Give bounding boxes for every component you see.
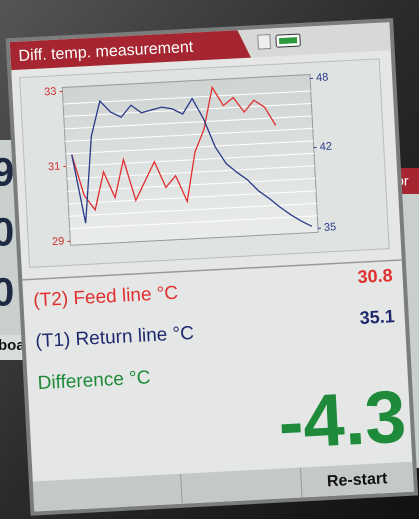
series-line [71,85,277,212]
panel-digit: 0 [0,211,14,255]
reading-value: -4.3 [276,375,408,465]
softkey-bar [32,461,414,512]
softkey-divider [180,473,183,504]
separator [22,259,402,281]
plot-stripe [65,127,313,142]
plot-stripe [68,190,317,205]
chart: 29 31 33 35 42 48 [44,71,337,248]
series-line [71,97,313,227]
y2-tick-label: 48 [316,71,329,84]
softkey[interactable]: Re-start [327,470,389,490]
reading-value: 30.8 [357,265,393,287]
sd-icon [257,34,272,50]
battery-level [278,37,298,45]
plot-stripe [65,140,314,155]
plot-stripe [68,202,317,217]
y-tick-label: 31 [48,161,61,174]
panel-digit: 0 [0,271,14,315]
plot-stripe [63,102,312,117]
plot-stripe [69,215,318,230]
y2-tick-label: 42 [319,141,332,154]
plot-stripe [67,165,315,180]
y-tick-label: 33 [44,86,57,99]
y2-tick-label: 35 [324,221,337,234]
reading-value: 35.1 [359,306,395,328]
softkey-divider [299,467,303,498]
panel-digit: 9 [0,151,14,195]
y-tick-label: 29 [52,236,65,249]
plot-stripe [63,90,311,105]
plot-stripe [67,177,316,192]
plot-stripe [66,152,315,167]
title-bar [9,30,251,71]
